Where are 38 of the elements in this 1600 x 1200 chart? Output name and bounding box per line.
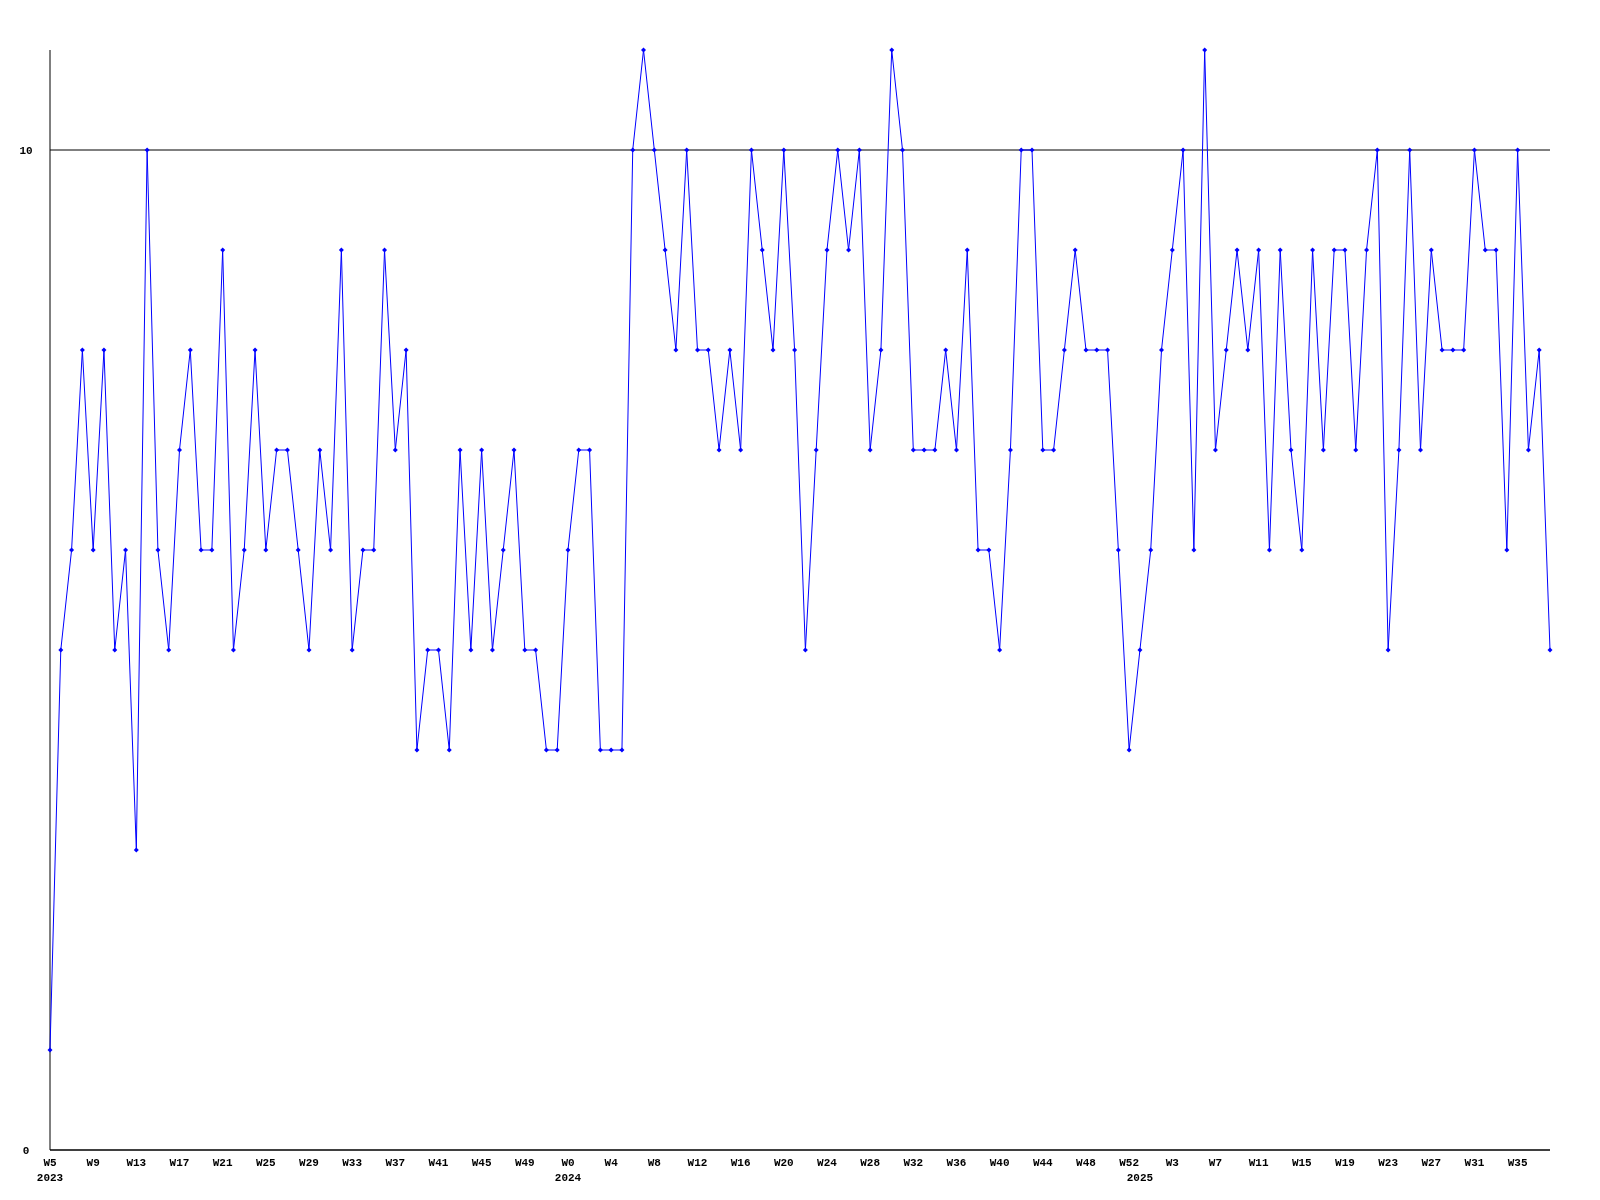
x-tick-label: W44 <box>1032 1157 1054 1169</box>
y-tick-label: 0 <box>22 1144 30 1157</box>
x-tick-label: W37 <box>385 1157 406 1169</box>
x-tick-label: W36 <box>946 1157 967 1169</box>
x-tick-label: W45 <box>471 1157 492 1169</box>
x-tick-label: W7 <box>1208 1157 1223 1169</box>
x-tick-label: W3 <box>1165 1157 1180 1169</box>
x-tick-label: W41 <box>428 1157 449 1169</box>
x-tick-label: W33 <box>342 1157 363 1169</box>
x-tick-label: W12 <box>687 1157 708 1169</box>
x-tick-label: W25 <box>255 1157 277 1169</box>
x-tick-label: W20 <box>773 1157 794 1169</box>
x-tick-label: W8 <box>647 1157 662 1169</box>
x-tick-label: W29 <box>299 1157 319 1169</box>
x-tick-label: W11 <box>1248 1157 1269 1169</box>
x-tick-label: W13 <box>126 1157 147 1169</box>
x-tick-label: W32 <box>903 1157 924 1169</box>
x-tick-label: W35 <box>1507 1157 1528 1169</box>
x-tick-label: W52 <box>1119 1157 1140 1169</box>
x-tick-label: W19 <box>1335 1157 1355 1169</box>
x-tick-label: W48 <box>1076 1157 1097 1169</box>
x-tick-label: W49 <box>514 1157 535 1169</box>
x-tick-label: W21 <box>212 1157 233 1169</box>
x-tick-label: W17 <box>169 1157 190 1169</box>
x-tick-label: W27 <box>1421 1157 1442 1169</box>
x-tick-label: W23 <box>1378 1157 1399 1169</box>
x-tick-label: W31 <box>1464 1157 1485 1169</box>
x-tick-label: W4 <box>604 1157 619 1169</box>
x-tick-label: W16 <box>730 1157 751 1169</box>
x-tick-label: W15 <box>1291 1157 1313 1169</box>
x-tick-label: W0 2024 <box>554 1157 582 1184</box>
x-tick-label: 2025 <box>1126 1172 1154 1184</box>
x-tick-label: W40 <box>989 1157 1010 1169</box>
x-tick-label: W28 <box>860 1157 881 1169</box>
x-tick-label: W9 <box>86 1157 100 1169</box>
x-tick-label: W5 2023 <box>36 1157 64 1184</box>
x-tick-label: W24 <box>817 1157 838 1169</box>
y-tick-label: 10 <box>19 144 33 157</box>
